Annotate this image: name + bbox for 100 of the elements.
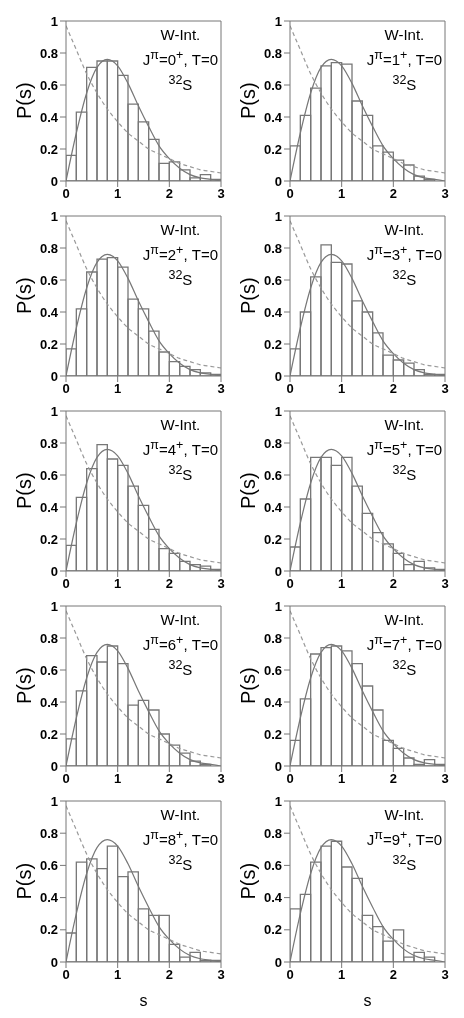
y-tick-label: 0.6 [39, 77, 58, 93]
y-axis-title: P(s) [13, 277, 36, 314]
x-tick-label: 2 [165, 967, 173, 983]
y-axis-title: P(s) [13, 862, 36, 900]
y-axis-title: P(s) [237, 667, 260, 704]
y-tick-label: 0 [50, 368, 58, 384]
x-tick-label: 3 [441, 576, 449, 592]
annotation: $^{32}$S [391, 72, 418, 95]
x-tick-label: 3 [217, 186, 225, 202]
y-tick-label: 0.8 [39, 630, 58, 646]
annotation: J$^{π}$=1$^{+}$, T=0 [366, 47, 442, 70]
x-tick-label: 0 [62, 186, 70, 202]
x-tick-label: 1 [114, 771, 122, 787]
x-tick-label: 1 [338, 381, 346, 397]
annotation: W-Int. [383, 610, 426, 630]
annotation: J$^{π}$=0$^{+}$, T=0 [142, 47, 218, 70]
y-tick-label: 0.2 [39, 922, 58, 938]
annotation: J$^{π}$=2$^{+}$, T=0 [142, 242, 218, 265]
line-series [66, 220, 221, 369]
y-tick-label: 0.8 [263, 630, 282, 646]
x-tick-label: 2 [389, 967, 397, 983]
y-tick-label: 0.6 [263, 272, 282, 288]
y-tick-label: 1 [50, 598, 58, 614]
annotation: W-Int. [159, 415, 202, 435]
x-tick-label: 3 [217, 771, 225, 787]
annotation: J$^{π}$=7$^{+}$, T=0 [366, 632, 442, 655]
annotation: $^{32}$S [167, 852, 194, 875]
x-tick-label: 0 [286, 771, 294, 787]
y-tick-label: 0 [50, 758, 58, 774]
annotation: $^{32}$S [167, 657, 194, 680]
x-tick-label: 3 [441, 186, 449, 202]
y-tick-label: 1 [50, 208, 58, 224]
y-tick-label: 0.6 [263, 662, 282, 678]
annotation: W-Int. [383, 805, 426, 825]
x-axis-title: s [363, 992, 372, 1009]
x-tick-label: 0 [286, 186, 294, 202]
x-tick-label: 3 [441, 771, 449, 787]
x-tick-label: 1 [114, 381, 122, 397]
y-tick-label: 0.8 [263, 240, 282, 256]
y-tick-label: 1 [274, 208, 282, 224]
annotation: W-Int. [383, 25, 426, 45]
y-tick-label: 0.2 [263, 531, 282, 547]
y-tick-label: 0.8 [263, 825, 282, 841]
x-tick-label: 3 [217, 381, 225, 397]
x-tick-label: 2 [165, 576, 173, 592]
x-tick-label: 0 [286, 967, 294, 983]
y-tick-label: 1 [274, 598, 282, 614]
y-tick-label: 1 [274, 793, 282, 809]
y-tick-label: 0 [274, 563, 282, 579]
y-tick-label: 1 [50, 403, 58, 419]
y-tick-label: 0 [274, 758, 282, 774]
annotation: $^{32}$S [167, 267, 194, 290]
x-tick-label: 0 [62, 381, 70, 397]
y-tick-label: 0.6 [263, 467, 282, 483]
annotation: W-Int. [383, 220, 426, 240]
annotation: W-Int. [159, 25, 202, 45]
x-tick-label: 3 [217, 967, 225, 983]
annotation: J$^{π}$=3$^{+}$, T=0 [366, 242, 442, 265]
y-axis-title: P(s) [237, 862, 260, 900]
y-axis-title: P(s) [13, 472, 36, 509]
y-tick-label: 0.4 [263, 499, 283, 515]
y-tick-label: 0.8 [39, 45, 58, 61]
y-tick-label: 0 [274, 173, 282, 189]
y-tick-label: 0 [274, 954, 282, 970]
y-tick-label: 1 [50, 793, 58, 809]
annotation: W-Int. [159, 220, 202, 240]
y-tick-label: 0.2 [263, 922, 282, 938]
annotation: J$^{π}$=9$^{+}$, T=0 [366, 827, 442, 850]
annotation: J$^{π}$=5$^{+}$, T=0 [366, 437, 442, 460]
x-tick-label: 2 [389, 186, 397, 202]
x-tick-label: 3 [441, 381, 449, 397]
x-tick-label: 1 [338, 967, 346, 983]
y-tick-label: 1 [50, 13, 58, 29]
y-tick-label: 0.6 [39, 858, 58, 874]
y-tick-label: 0.6 [39, 662, 58, 678]
y-tick-label: 0.4 [263, 304, 283, 320]
y-axis-title: P(s) [237, 277, 260, 314]
x-tick-label: 0 [286, 381, 294, 397]
annotation: $^{32}$S [391, 462, 418, 485]
y-tick-label: 0.2 [263, 726, 282, 742]
annotation: W-Int. [383, 415, 426, 435]
y-tick-label: 0.6 [263, 77, 282, 93]
annotation: W-Int. [159, 610, 202, 630]
y-tick-label: 0.8 [263, 45, 282, 61]
x-tick-label: 1 [338, 576, 346, 592]
y-tick-label: 0.4 [39, 890, 59, 906]
y-tick-label: 0.4 [39, 109, 59, 125]
annotation: J$^{π}$=6$^{+}$, T=0 [142, 632, 218, 655]
x-tick-label: 1 [114, 967, 122, 983]
y-tick-label: 0.6 [39, 467, 58, 483]
x-tick-label: 1 [338, 771, 346, 787]
annotation: $^{32}$S [391, 657, 418, 680]
x-tick-label: 2 [165, 771, 173, 787]
y-tick-label: 0.2 [39, 726, 58, 742]
annotation: J$^{π}$=8$^{+}$, T=0 [142, 827, 218, 850]
y-tick-label: 0.8 [263, 435, 282, 451]
x-tick-label: 1 [114, 186, 122, 202]
annotation: J$^{π}$=4$^{+}$, T=0 [142, 437, 218, 460]
x-tick-label: 3 [217, 576, 225, 592]
y-axis-title: P(s) [237, 472, 260, 509]
